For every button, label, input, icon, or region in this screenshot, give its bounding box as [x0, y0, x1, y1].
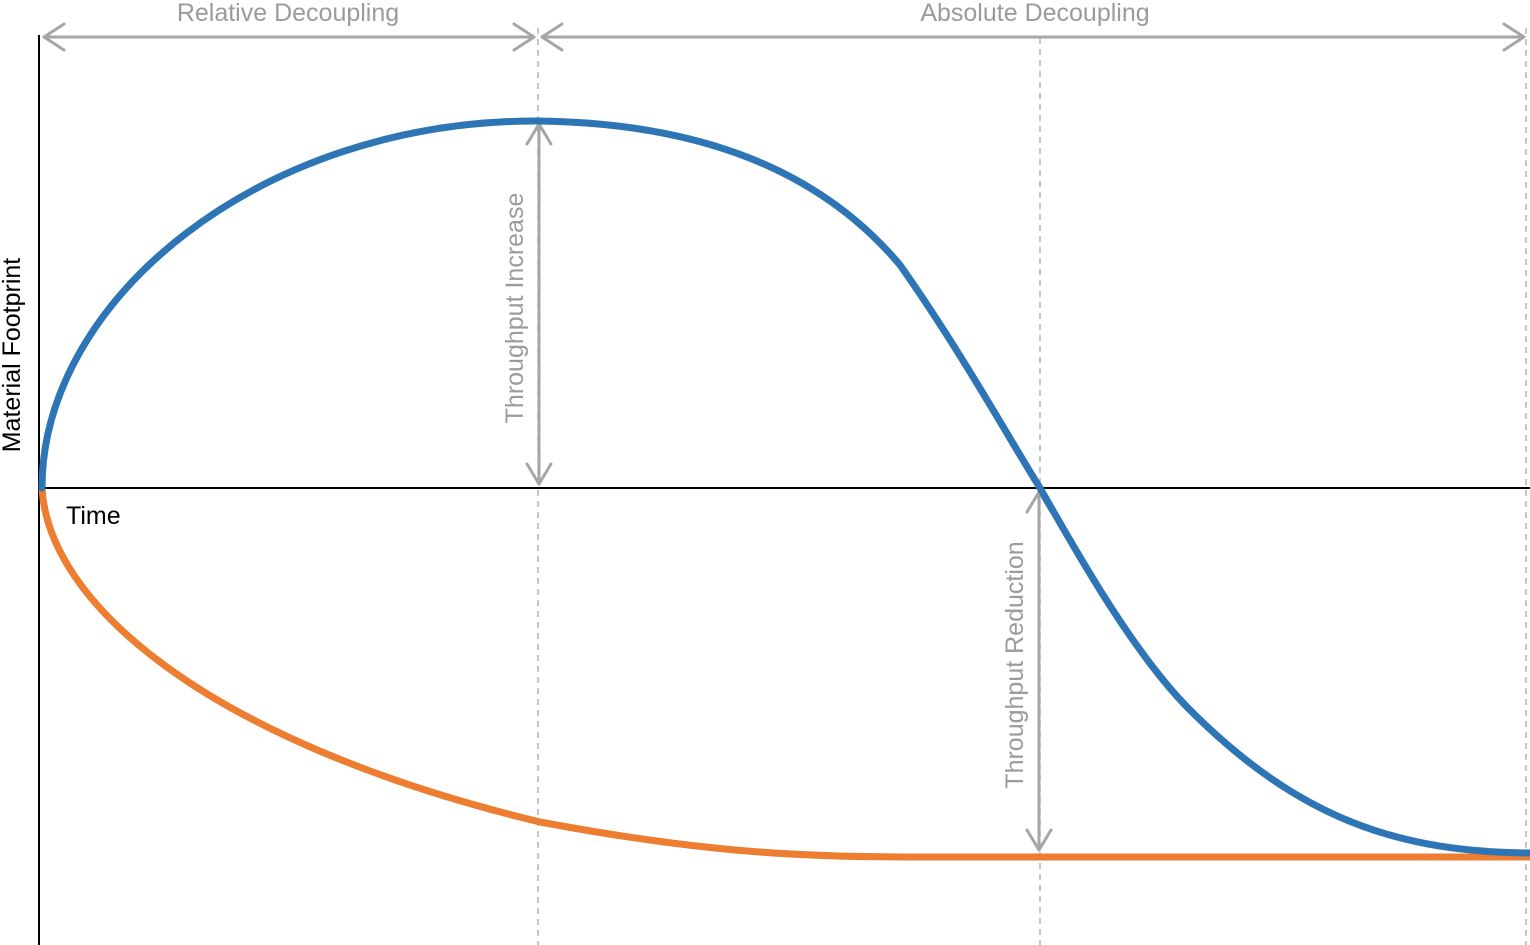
absolute-decoupling-arrow	[540, 22, 1526, 52]
relative-decoupling-label: Relative Decoupling	[177, 0, 399, 27]
throughput-reduction-label: Throughput Reduction	[1001, 541, 1029, 788]
absolute-decoupling-label: Absolute Decoupling	[920, 0, 1149, 27]
throughput-curve	[38, 484, 1530, 861]
throughput-increase-label: Throughput Increase	[501, 193, 529, 424]
throughput-increase-arrow	[525, 122, 553, 486]
x-axis-label: Time	[66, 502, 121, 530]
y-axis-label: Material Footprint	[0, 258, 26, 453]
throughput-reduction-arrow	[1025, 490, 1053, 852]
relative-decoupling-arrow	[42, 22, 536, 52]
material-footprint-curve	[38, 117, 1530, 857]
